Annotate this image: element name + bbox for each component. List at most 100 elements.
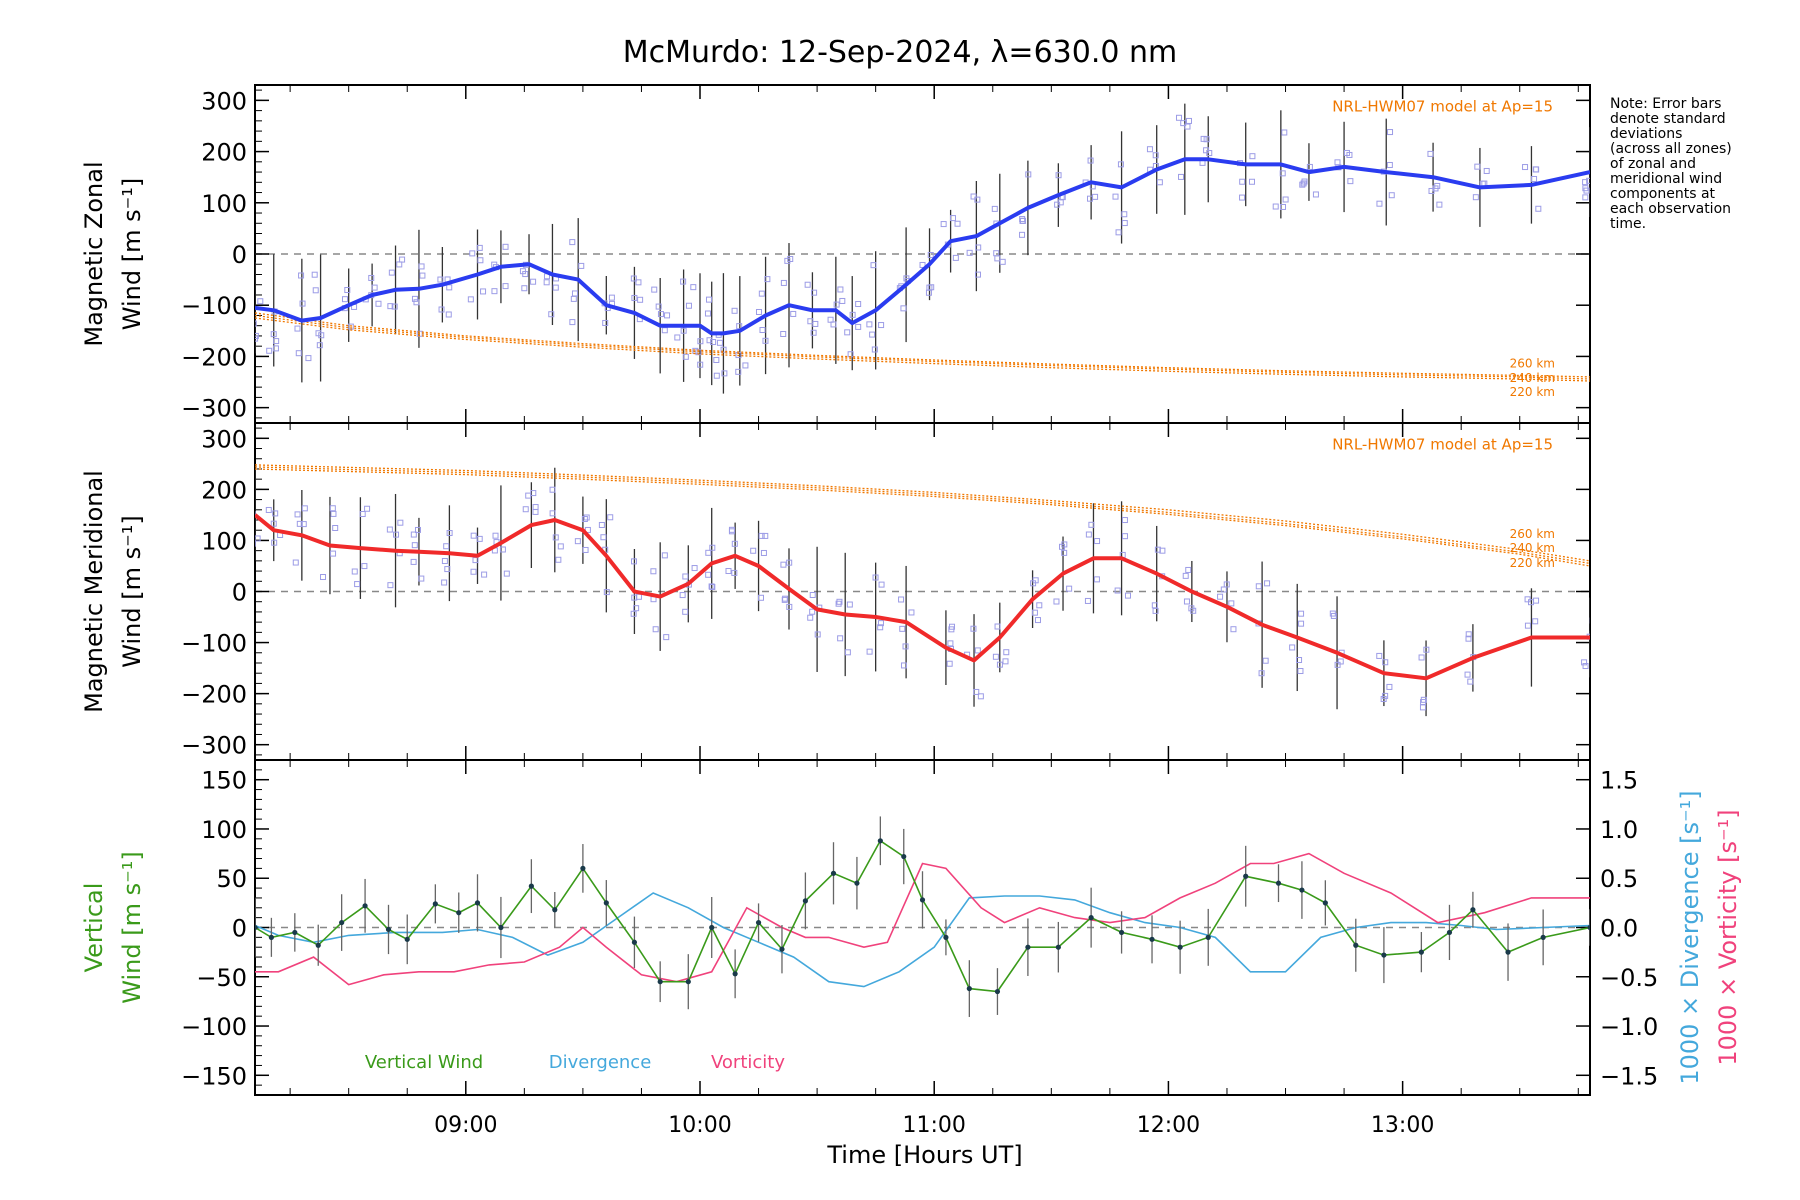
zonal-zone-point [697, 338, 704, 345]
meridional-zone-point [522, 506, 529, 513]
zonal-zone-point [548, 311, 555, 318]
zonal-zone-point [1121, 211, 1128, 218]
meridional-zone-point [762, 532, 769, 539]
zonal-zone-point [608, 294, 615, 301]
meridional-zone-point [320, 574, 327, 581]
meridional-zone-point [1329, 610, 1336, 617]
zonal-zone-point [919, 261, 926, 268]
zonal-zone-point [1472, 194, 1479, 201]
zonal-zone-point [762, 337, 769, 344]
meridional-zone-point [444, 566, 451, 573]
meridional-zone-point [652, 626, 659, 633]
divergence-axis-label: 1000 × Divergence [s⁻¹] [1676, 790, 1704, 1084]
meridional-zone-point [877, 620, 884, 627]
zonal-zone-point [827, 316, 834, 323]
zonal-zone-point [1249, 153, 1256, 160]
zonal-zone-point [1436, 201, 1443, 208]
vertical-wind-point [474, 900, 481, 906]
meridional-zone-point [255, 535, 261, 542]
vertical-wind-point [528, 883, 534, 889]
meridional-zone-point [1532, 618, 1539, 625]
meridional-zone-point [393, 531, 400, 538]
zonal-zone-point [1474, 163, 1481, 170]
zonal-zone-point [900, 305, 907, 312]
meridional-zone-point [902, 643, 909, 650]
meridional-zone-point [555, 556, 562, 563]
vertical-wind-point [709, 924, 715, 931]
zonal-zone-point [705, 296, 712, 303]
meridional-zone-point [418, 575, 425, 582]
zonal-zone-point [721, 370, 728, 377]
x-axis-label: Time [Hours UT] [826, 1141, 1022, 1169]
meridional-zone-point [705, 571, 712, 578]
meridional-zone-point [900, 662, 907, 669]
meridional-zone-point [708, 583, 715, 590]
chart-title: McMurdo: 12-Sep-2024, λ=630.0 nm [623, 35, 1177, 70]
meridional-zone-point [757, 594, 764, 601]
meridional-zone-point [330, 510, 337, 517]
vertical-wind-point [339, 919, 345, 926]
note-line: meridional wind [1610, 171, 1722, 187]
meridional-zone-point [1036, 602, 1043, 609]
zonal-zone-point [502, 243, 509, 250]
meridional-altitude-label: 240 km [1510, 541, 1555, 555]
zonal-zone-point [811, 289, 818, 296]
meridional-zone-point [731, 569, 738, 576]
meridional-zone-point [265, 506, 272, 513]
zonal-zone-point [949, 215, 956, 222]
meridional-zone-point [781, 596, 788, 603]
meridional-zone-point [1258, 670, 1265, 677]
zonal-zone-point [966, 249, 973, 256]
zonal-zone-point [655, 303, 662, 310]
zonal-zone-point [697, 361, 704, 368]
meridional-zone-point [1386, 683, 1393, 690]
vertical-ylabel-line2: Wind [m s⁻¹] [118, 851, 146, 1003]
zonal-ytick-label: −200 [181, 343, 247, 371]
meridional-zone-point [661, 552, 668, 559]
meridional-zone-point [410, 531, 417, 538]
zonal-zone-point [295, 350, 302, 357]
vertical-ytick-label: 50 [216, 865, 247, 893]
meridional-zone-point [1061, 549, 1068, 556]
vertical-wind-point [255, 924, 258, 931]
zonal-zone-point [1280, 203, 1287, 210]
zonal-zone-point [952, 254, 959, 261]
zonal-zone-point [974, 271, 981, 278]
vertical-wind-point [877, 838, 883, 844]
meridional-zone-point [1030, 580, 1037, 587]
meridional-ytick-label: 100 [201, 527, 247, 555]
zonal-zone-point [312, 287, 319, 294]
meridional-zone-point [1465, 631, 1472, 638]
vertical-ylabel-line1: Vertical [80, 883, 108, 973]
zonal-zone-point [522, 271, 529, 278]
vertical-wind-point [552, 907, 558, 913]
zonal-model-line-3 [255, 317, 1590, 382]
meridional-zone-point [600, 534, 607, 541]
meridional-ytick-label: 200 [201, 476, 247, 504]
zonal-zone-point [1346, 151, 1353, 158]
vertical-ytick-label: −150 [181, 1062, 247, 1090]
zonal-zone-point [855, 323, 862, 330]
meridional-zone-point [476, 535, 483, 542]
zonal-zone-point [477, 257, 484, 264]
meridional-zone-point [582, 546, 589, 553]
meridional-zone-point [878, 581, 885, 588]
meridional-zone-point [557, 543, 564, 550]
zonal-zone-point [680, 327, 687, 334]
meridional-ytick-label: 0 [232, 579, 247, 607]
meridional-model-label: NRL-HWM07 model at Ap=15 [1332, 436, 1553, 454]
zonal-zone-point [869, 331, 876, 338]
x-tick-label: 11:00 [903, 1113, 966, 1138]
legend-vertical-wind: Vertical Wind [365, 1052, 483, 1073]
zonal-zone-point [758, 290, 765, 297]
vertical-wind-point [404, 936, 410, 942]
zonal-zone-point [974, 196, 981, 203]
note-line: of zonal and [1610, 156, 1696, 172]
meridional-zone-point [807, 614, 814, 621]
meridional-zone-point [271, 539, 278, 546]
meridional-zone-point [994, 623, 1001, 630]
zonal-zone-point [467, 296, 474, 303]
meridional-zone-point [292, 559, 299, 566]
meridional-zone-point [1376, 652, 1383, 659]
